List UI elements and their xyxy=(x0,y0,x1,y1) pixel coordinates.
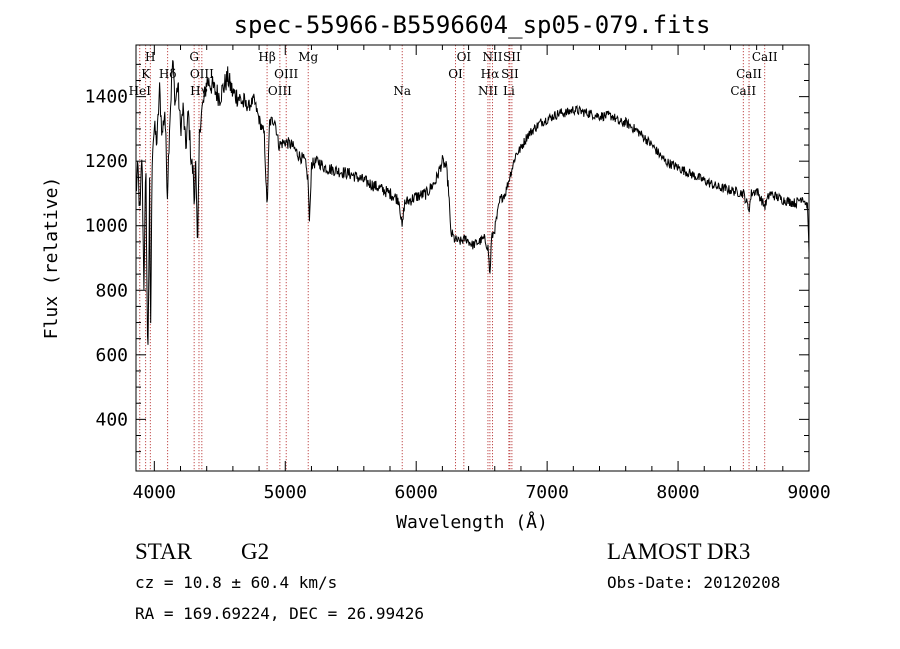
chart-title: spec-55966-B5596604_sp05-079.fits xyxy=(234,11,711,39)
object-subclass: G2 xyxy=(241,539,270,564)
line-label-16: NII xyxy=(483,50,503,64)
line-label-20: CaII xyxy=(730,84,756,98)
line-label-13: OI xyxy=(457,50,472,64)
line-label-21: CaII xyxy=(736,67,762,81)
line-label-5: Hγ xyxy=(190,84,208,98)
y-tick-label-4: 1200 xyxy=(85,151,128,172)
line-label-12: OI xyxy=(448,67,463,81)
line-label-6: OIII xyxy=(190,67,214,81)
line-label-2: H xyxy=(145,50,155,64)
emission-line-markers: HeIKHHδGHγOIIIHβOIIIOIIIMgNaOIOINIIHαNII… xyxy=(129,45,778,471)
x-axis-label: Wavelength (Å) xyxy=(396,511,548,533)
x-tick-label-1: 5000 xyxy=(264,482,307,503)
y-tick-label-5: 1400 xyxy=(85,87,128,108)
line-label-10: Mg xyxy=(298,50,318,64)
x-tick-label-4: 8000 xyxy=(656,482,699,503)
observation-date: Obs-Date: 20120208 xyxy=(607,573,781,592)
survey-name: LAMOST DR3 xyxy=(607,539,751,564)
line-label-9: OIII xyxy=(274,67,298,81)
line-label-0: HeI xyxy=(129,84,152,98)
x-tick-label-3: 7000 xyxy=(525,482,568,503)
sky-coordinates: RA = 169.69224, DEC = 26.99426 xyxy=(135,604,424,623)
line-label-4: G xyxy=(189,50,199,64)
line-label-22: CaII xyxy=(752,50,778,64)
plot-frame xyxy=(135,44,810,472)
y-tick-label-2: 800 xyxy=(95,280,128,301)
line-label-14: NII xyxy=(478,84,498,98)
axis-ticks: 4000 5000 6000 7000 8000 9000 400 600 800 1000 120… xyxy=(85,45,831,503)
line-label-17: Li xyxy=(503,84,515,98)
x-tick-label-2: 6000 xyxy=(395,482,438,503)
line-label-1: K xyxy=(141,67,151,81)
line-label-7: Hβ xyxy=(258,50,275,64)
redshift-velocity: cz = 10.8 ± 60.4 km/s xyxy=(135,573,338,592)
y-tick-label-0: 400 xyxy=(95,409,128,430)
line-label-19: SII xyxy=(503,50,521,64)
flux-series-line xyxy=(135,60,810,345)
y-tick-label-1: 600 xyxy=(95,345,128,366)
x-tick-label-5: 9000 xyxy=(787,482,830,503)
y-axis-label: Flux (relative) xyxy=(41,177,62,340)
y-tick-label-3: 1000 xyxy=(85,216,128,237)
line-label-11: Na xyxy=(393,84,411,98)
object-class: STAR xyxy=(135,539,192,564)
line-label-18: SII xyxy=(501,67,519,81)
x-tick-label-0: 4000 xyxy=(133,482,176,503)
line-label-15: Hα xyxy=(481,67,500,81)
line-label-8: OIII xyxy=(268,84,292,98)
